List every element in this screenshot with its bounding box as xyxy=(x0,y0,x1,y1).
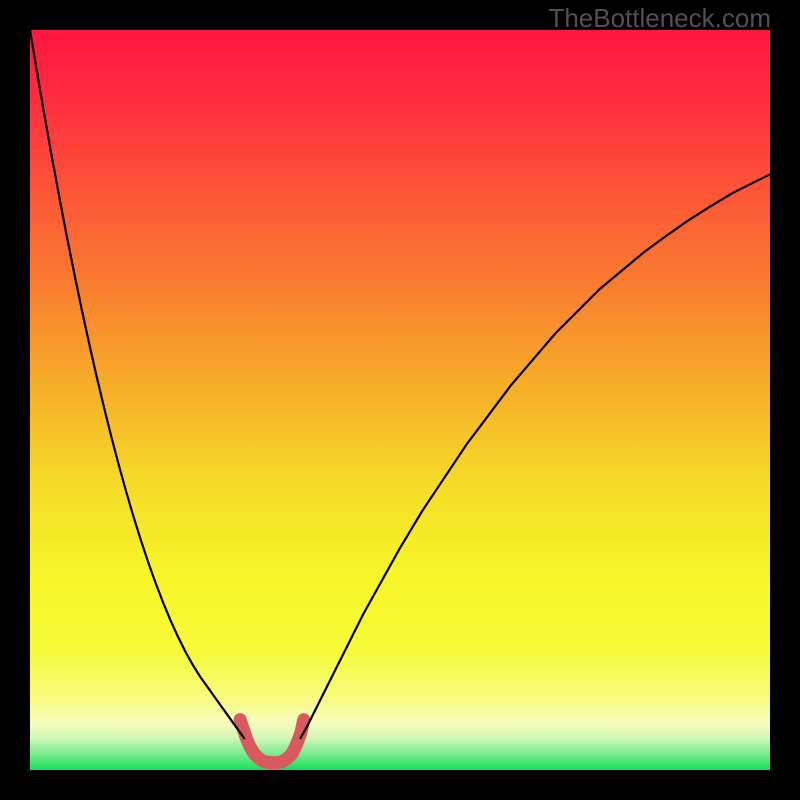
gradient-background xyxy=(30,30,770,770)
watermark-text: TheBottleneck.com xyxy=(548,3,771,34)
chart-frame: TheBottleneck.com xyxy=(0,0,800,800)
plot-area xyxy=(30,30,770,770)
plot-svg xyxy=(30,30,770,770)
